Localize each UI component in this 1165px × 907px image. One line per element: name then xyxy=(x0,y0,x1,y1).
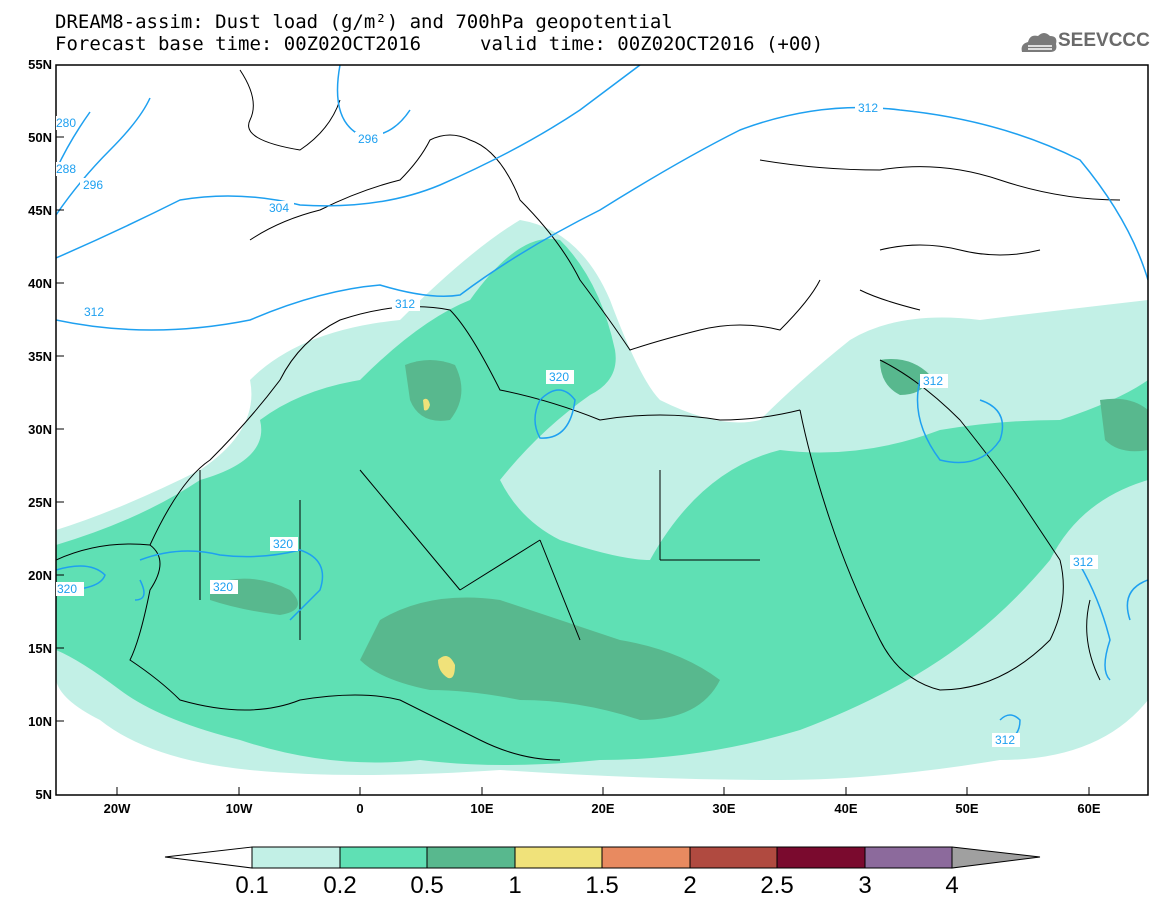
dust-band-medium xyxy=(56,238,1148,765)
contour-label: 312 xyxy=(84,305,104,319)
geopotential-contours xyxy=(56,65,1148,741)
colorbar-label: 4 xyxy=(945,872,959,899)
contour-label: 312 xyxy=(923,374,943,388)
contour-label-group: 312 312 304 296 296 288 280 312 320 320 … xyxy=(56,101,1098,747)
colorbar-label: 2.5 xyxy=(760,872,794,899)
lon-label: 40E xyxy=(834,801,858,816)
dust-band-dark xyxy=(1100,398,1148,452)
contour-label: 320 xyxy=(549,370,569,384)
colorbar-label: 1.5 xyxy=(585,872,619,899)
dust-band-dark xyxy=(880,359,930,395)
dust-fields xyxy=(56,220,1148,780)
contour-label: 320 xyxy=(57,582,77,596)
logo-text: SEEVCCC xyxy=(1058,30,1150,51)
lat-label: 50N xyxy=(28,130,52,145)
dust-band-dark xyxy=(405,360,462,421)
lat-label: 5N xyxy=(35,787,52,802)
coastlines xyxy=(56,69,1121,761)
dust-band-high xyxy=(438,656,455,679)
colorbar-label: 1 xyxy=(508,872,522,899)
colorbar-label: 2 xyxy=(683,872,697,899)
lon-label: 10E xyxy=(470,801,494,816)
lon-label: 60E xyxy=(1077,801,1101,816)
valid-time: valid time: 00Z02OCT2016 (+00) xyxy=(480,33,824,55)
map-frame xyxy=(55,64,1149,796)
contour-label: 312 xyxy=(858,101,878,115)
dust-band-dark xyxy=(360,597,720,720)
lat-label: 55N xyxy=(28,57,52,72)
lat-label: 20N xyxy=(28,568,52,583)
lon-label: 20W xyxy=(103,801,131,816)
lon-label: 10W xyxy=(225,801,253,816)
contour-label: 312 xyxy=(1073,555,1093,569)
contour-label: 280 xyxy=(56,116,76,130)
colorbar-label: 0.2 xyxy=(323,872,357,899)
colorbar-label: 0.1 xyxy=(235,872,269,899)
contour-label: 296 xyxy=(358,132,378,146)
lat-label: 35N xyxy=(28,349,52,364)
lon-label: 30E xyxy=(712,801,736,816)
lat-label: 40N xyxy=(28,276,52,291)
cloud-logo-icon xyxy=(1021,33,1057,52)
lon-label: 50E xyxy=(955,801,979,816)
lat-label: 30N xyxy=(28,422,52,437)
lon-label: 0 xyxy=(356,801,364,816)
lat-label: 10N xyxy=(28,714,52,729)
contour-label: 312 xyxy=(395,297,415,311)
contour-label: 296 xyxy=(83,178,103,192)
contour-label: 312 xyxy=(995,733,1015,747)
lon-label: 20E xyxy=(591,801,615,816)
dust-band-high xyxy=(423,398,430,411)
contour-label: 304 xyxy=(269,201,289,215)
contour-label: 288 xyxy=(56,162,76,176)
lat-label: 15N xyxy=(28,641,52,656)
lat-label: 45N xyxy=(28,203,52,218)
lat-label: 25N xyxy=(28,495,52,510)
axis-ticks xyxy=(56,136,1090,795)
contour-label: 320 xyxy=(273,537,293,551)
contour-label: 320 xyxy=(213,580,233,594)
map-title: DREAM8-assim: Dust load (g/m²) and 700hP… xyxy=(55,11,673,33)
forecast-base-time: Forecast base time: 00Z02OCT2016 xyxy=(55,33,422,55)
colorbar-label: 0.5 xyxy=(410,872,444,899)
colorbar-label: 3 xyxy=(858,872,872,899)
